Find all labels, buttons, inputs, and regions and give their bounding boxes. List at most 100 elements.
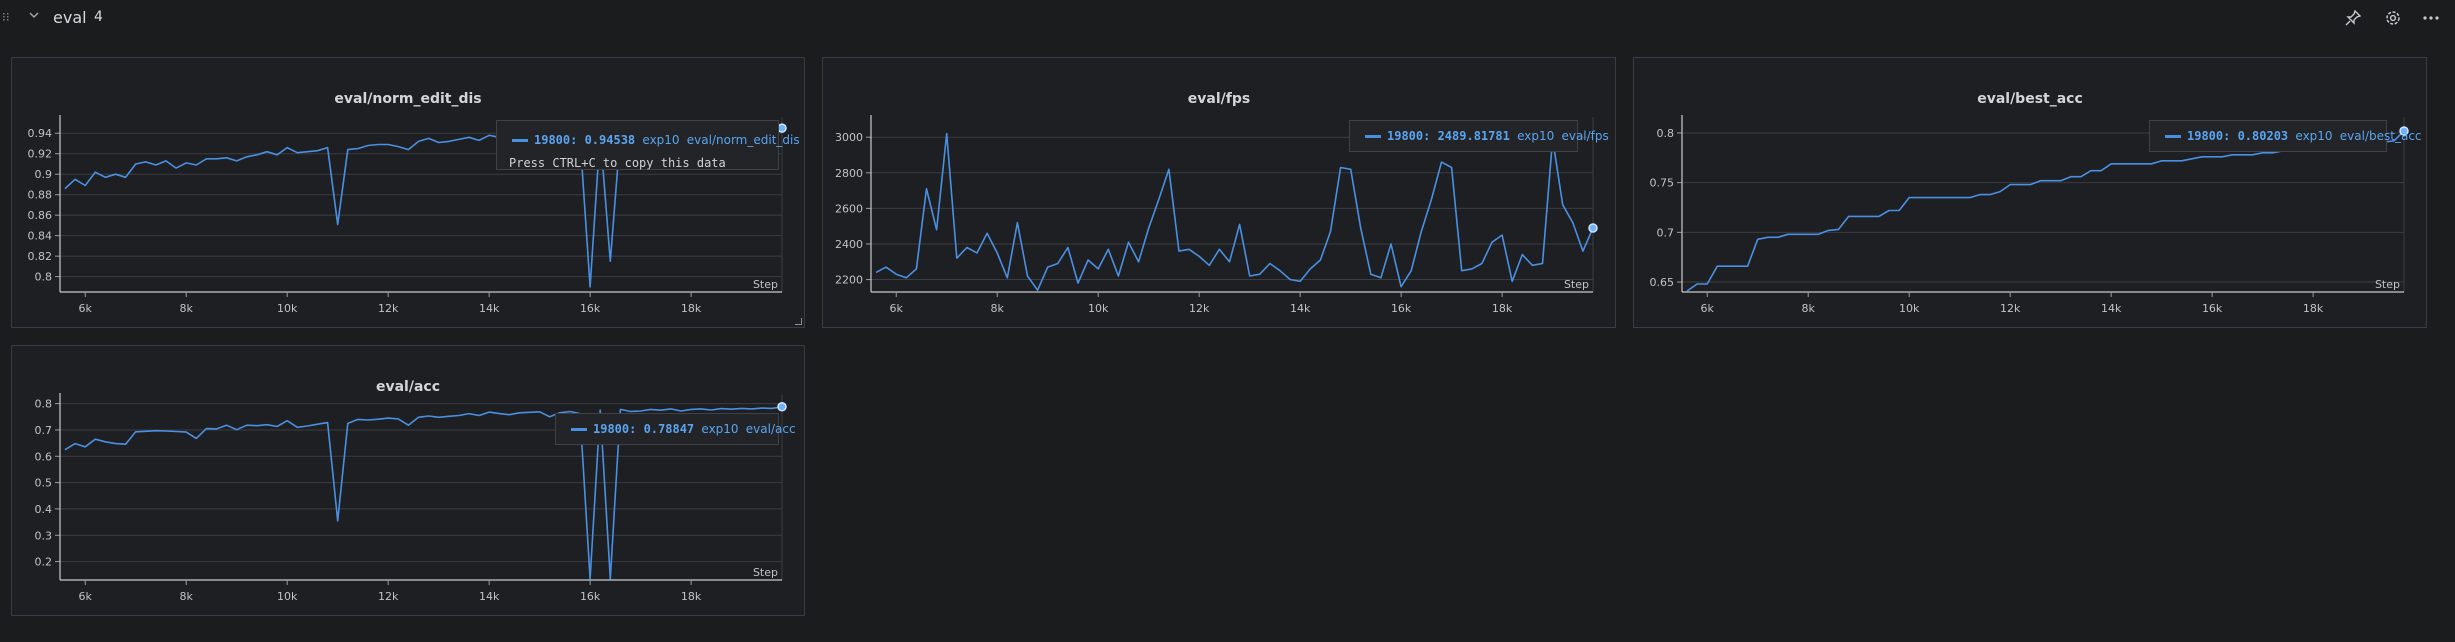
- x-tick-label: 14k: [1290, 302, 1311, 315]
- x-tick-label: 6k: [79, 302, 93, 315]
- section-count-badge: 4: [94, 9, 103, 25]
- tooltip-value: 0.94538: [584, 133, 636, 147]
- chevron-down-icon[interactable]: [28, 9, 40, 25]
- pin-icon[interactable]: [2343, 8, 2363, 28]
- y-tick-label: 0.8: [35, 398, 53, 411]
- x-tick-label: 6k: [890, 302, 904, 315]
- y-tick-label: 2600: [835, 202, 863, 215]
- x-tick-label: 10k: [1899, 302, 1920, 315]
- y-tick-label: 0.65: [1650, 276, 1675, 289]
- x-axis-label: Step: [2375, 278, 2400, 291]
- series-swatch: [512, 139, 528, 142]
- x-tick-label: 16k: [580, 590, 601, 603]
- x-tick-label: 12k: [378, 302, 399, 315]
- x-tick-label: 12k: [2000, 302, 2021, 315]
- tooltip-metric: eval/fps: [1561, 129, 1609, 143]
- x-axis-label: Step: [753, 566, 778, 579]
- chart-title: eval/fps: [1187, 91, 1251, 107]
- y-tick-label: 0.92: [28, 148, 53, 161]
- x-tick-label: 8k: [991, 302, 1005, 315]
- tooltip-run: exp10: [642, 133, 680, 147]
- tooltip-value: 2489.81781: [1437, 129, 1510, 143]
- chart-tooltip: 19800: 0.80203 exp10 eval/best_acc: [2149, 120, 2422, 152]
- y-tick-label: 0.7: [1657, 226, 1675, 239]
- x-tick-label: 18k: [681, 590, 702, 603]
- x-axis-label: Step: [1564, 278, 1589, 291]
- tooltip-metric: eval/norm_edit_dis: [686, 133, 800, 147]
- tooltip-hint: Press CTRL+C to copy this data: [509, 156, 726, 170]
- chart-title: eval/best_acc: [1977, 91, 2083, 107]
- tooltip-run: exp10: [701, 422, 739, 436]
- y-tick-label: 0.82: [28, 250, 53, 263]
- series-line[interactable]: [64, 406, 783, 580]
- chart-tooltip: 19800: 0.78847 exp10 eval/acc: [555, 413, 796, 445]
- y-tick-label: 0.3: [35, 529, 53, 542]
- tooltip-value: 0.80203: [2237, 129, 2289, 143]
- tooltip-step: 19800: [593, 422, 630, 436]
- series-swatch: [571, 428, 587, 431]
- x-tick-label: 14k: [479, 590, 500, 603]
- y-tick-label: 0.2: [35, 556, 53, 569]
- y-tick-label: 2400: [835, 238, 863, 251]
- x-tick-label: 8k: [180, 302, 194, 315]
- y-tick-label: 0.75: [1650, 177, 1675, 190]
- drag-handle-icon[interactable]: ⁝⁝: [2, 10, 10, 24]
- x-tick-label: 8k: [1802, 302, 1816, 315]
- x-tick-label: 16k: [1391, 302, 1412, 315]
- chart-panel-acc[interactable]: eval/acc 0.2 0.3 0.4 0.5 0.6 0.7 0.8 6k 8k 10k 12k…: [11, 345, 805, 616]
- resize-handle[interactable]: [795, 318, 802, 325]
- chart-tooltip: 19800: 2489.81781 exp10 eval/fps: [1349, 120, 1609, 152]
- x-tick-label: 12k: [378, 590, 399, 603]
- more-icon[interactable]: [2421, 8, 2441, 28]
- tooltip-step: 19800: [534, 133, 571, 147]
- line-chart-norm-edit-dis[interactable]: 0.8 0.82 0.84 0.86 0.88 0.9 0.92 0.94 6k 8k 10k 12k…: [12, 58, 806, 329]
- tooltip-run: exp10: [1517, 129, 1555, 143]
- x-tick-label: 18k: [2303, 302, 2324, 315]
- series-swatch: [1365, 135, 1381, 138]
- x-tick-label: 10k: [277, 590, 298, 603]
- line-chart-acc[interactable]: 0.2 0.3 0.4 0.5 0.6 0.7 0.8 6k 8k 10k 12k 14k 16k 18k…: [12, 346, 806, 617]
- x-tick-label: 18k: [681, 302, 702, 315]
- section-header: ⁝⁝ eval 4: [0, 0, 2455, 36]
- chart-panel-norm-edit-dis[interactable]: eval/norm_edit_dis 0.8 0.82 0.84 0.86 0.88 0.…: [11, 57, 805, 328]
- y-tick-label: 2800: [835, 167, 863, 180]
- x-tick-label: 14k: [2101, 302, 2122, 315]
- tooltip-step: 19800: [2187, 129, 2224, 143]
- y-tick-label: 0.9: [35, 168, 53, 181]
- y-tick-label: 0.84: [28, 230, 53, 243]
- line-chart-best-acc[interactable]: 0.65 0.7 0.75 0.8 6k 8k 10k 12k 14k 16k 18k Step: [1634, 58, 2428, 329]
- x-tick-label: 16k: [580, 302, 601, 315]
- series-swatch: [2165, 135, 2181, 138]
- x-tick-label: 10k: [277, 302, 298, 315]
- gear-icon[interactable]: [2383, 8, 2403, 28]
- x-tick-label: 14k: [479, 302, 500, 315]
- hover-marker: [777, 402, 787, 412]
- chart-panel-best-acc[interactable]: eval/best_acc 0.65 0.7 0.75 0.8 6k 8k 10k 12k 14…: [1633, 57, 2427, 328]
- chart-title: eval/norm_edit_dis: [334, 91, 482, 107]
- line-chart-fps[interactable]: 2200 2400 2600 2800 3000 6k 8k 10k 12k 14k 16k 18k S…: [823, 58, 1617, 329]
- x-tick-label: 8k: [180, 590, 194, 603]
- x-tick-label: 16k: [2202, 302, 2223, 315]
- tooltip-metric: eval/best_acc: [2339, 129, 2422, 143]
- y-tick-label: 0.88: [28, 189, 53, 202]
- chart-panel-fps[interactable]: eval/fps 2200 2400 2600 2800 3000 6k 8k 10k 12k 1…: [822, 57, 1616, 328]
- tooltip-metric: eval/acc: [745, 422, 796, 436]
- y-tick-label: 0.94: [28, 127, 53, 140]
- tooltip-run: exp10: [2295, 129, 2333, 143]
- y-tick-label: 0.8: [35, 271, 53, 284]
- series-line[interactable]: [875, 132, 1594, 291]
- x-tick-label: 12k: [1189, 302, 1210, 315]
- y-tick-label: 0.5: [35, 477, 53, 490]
- y-tick-label: 0.4: [35, 503, 53, 516]
- x-tick-label: 10k: [1088, 302, 1109, 315]
- section-title[interactable]: eval: [53, 8, 87, 27]
- hover-marker: [1588, 223, 1598, 233]
- chart-tooltip: 19800: 0.94538 exp10 eval/norm_edit_dis …: [496, 120, 800, 170]
- hover-marker: [2399, 126, 2409, 136]
- x-tick-label: 6k: [79, 590, 93, 603]
- y-tick-label: 0.8: [1657, 127, 1675, 140]
- series-line[interactable]: [1686, 130, 2405, 292]
- x-tick-label: 6k: [1701, 302, 1715, 315]
- y-tick-label: 0.7: [35, 424, 53, 437]
- x-tick-label: 18k: [1492, 302, 1513, 315]
